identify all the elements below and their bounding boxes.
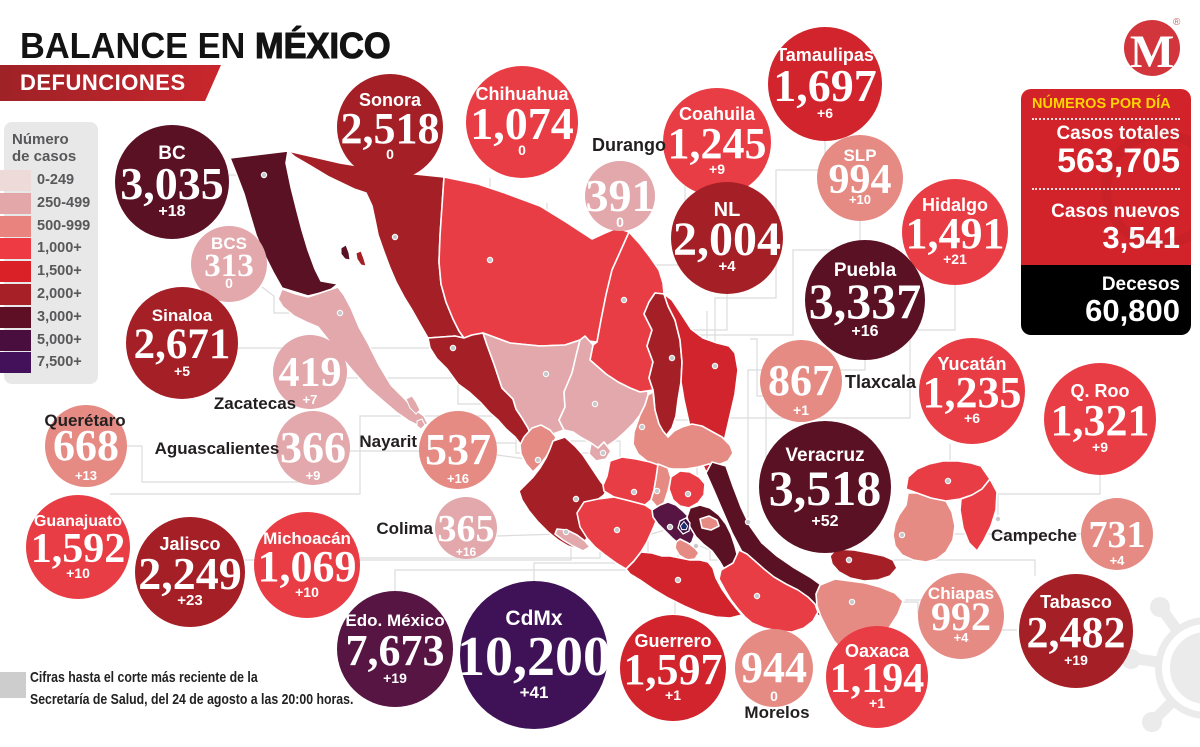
svg-text:+9: +9 — [306, 468, 321, 483]
svg-text:668: 668 — [53, 421, 119, 470]
svg-text:+13: +13 — [75, 468, 97, 483]
svg-text:Hidalgo: Hidalgo — [922, 195, 988, 215]
svg-text:CdMx: CdMx — [505, 607, 562, 630]
svg-text:1,235: 1,235 — [923, 368, 1022, 417]
svg-text:NL: NL — [714, 199, 741, 221]
svg-text:Guerrero: Guerrero — [634, 631, 711, 651]
svg-text:391: 391 — [586, 170, 655, 221]
svg-text:+7: +7 — [303, 392, 318, 407]
svg-text:1,069: 1,069 — [258, 542, 357, 591]
svg-text:Yucatán: Yucatán — [937, 354, 1006, 374]
svg-text:+16: +16 — [851, 323, 878, 340]
svg-text:+19: +19 — [1064, 652, 1088, 668]
svg-text:Tamaulipas: Tamaulipas — [776, 45, 874, 65]
svg-text:Chiapas: Chiapas — [928, 584, 994, 603]
svg-text:0: 0 — [225, 275, 233, 291]
svg-text:+52: +52 — [811, 513, 838, 530]
svg-text:+19: +19 — [383, 670, 407, 686]
svg-text:+1: +1 — [665, 687, 681, 703]
svg-text:1,194: 1,194 — [830, 656, 925, 702]
svg-text:+10: +10 — [66, 565, 90, 581]
svg-text:419: 419 — [279, 350, 342, 396]
svg-text:+18: +18 — [158, 203, 185, 220]
svg-text:+23: +23 — [177, 592, 202, 609]
svg-text:Aguascalientes: Aguascalientes — [155, 439, 280, 458]
svg-text:Campeche: Campeche — [991, 526, 1077, 545]
svg-text:3,337: 3,337 — [809, 273, 922, 329]
svg-text:867: 867 — [768, 356, 834, 405]
svg-text:+10: +10 — [849, 192, 871, 207]
svg-text:Jalisco: Jalisco — [159, 534, 220, 554]
svg-text:1,321: 1,321 — [1051, 396, 1150, 445]
svg-text:944: 944 — [741, 643, 807, 692]
svg-text:+9: +9 — [1092, 439, 1108, 455]
svg-text:537: 537 — [425, 425, 491, 474]
svg-text:1,245: 1,245 — [668, 119, 767, 168]
svg-text:Veracruz: Veracruz — [785, 445, 864, 466]
svg-text:+16: +16 — [447, 471, 469, 486]
svg-text:Puebla: Puebla — [834, 260, 897, 281]
svg-text:Sonora: Sonora — [359, 90, 422, 110]
svg-text:Zacatecas: Zacatecas — [214, 394, 296, 413]
svg-text:1,491: 1,491 — [906, 209, 1005, 258]
svg-text:BCS: BCS — [211, 234, 247, 253]
svg-text:3,035: 3,035 — [120, 158, 224, 209]
svg-text:+4: +4 — [718, 258, 736, 275]
svg-text:+9: +9 — [709, 161, 725, 177]
svg-text:Sinaloa: Sinaloa — [152, 306, 213, 325]
svg-text:+5: +5 — [174, 363, 190, 379]
svg-text:731: 731 — [1089, 514, 1146, 556]
svg-text:Chihuahua: Chihuahua — [476, 84, 570, 104]
svg-text:+6: +6 — [964, 410, 980, 426]
svg-text:Durango: Durango — [592, 135, 666, 155]
svg-text:Colima: Colima — [376, 519, 433, 538]
svg-text:Michoacán: Michoacán — [263, 529, 351, 548]
svg-text:1,597: 1,597 — [624, 645, 723, 694]
svg-text:313: 313 — [204, 248, 254, 284]
svg-text:2,482: 2,482 — [1027, 608, 1126, 657]
svg-text:Coahuila: Coahuila — [679, 104, 756, 124]
svg-text:+16: +16 — [456, 545, 477, 559]
svg-text:Morelos: Morelos — [744, 703, 809, 722]
svg-text:Nayarit: Nayarit — [359, 432, 417, 451]
svg-text:2,004: 2,004 — [673, 213, 781, 266]
svg-text:994: 994 — [829, 157, 892, 203]
svg-text:+6: +6 — [817, 105, 833, 121]
svg-text:Oaxaca: Oaxaca — [845, 641, 910, 661]
svg-text:0: 0 — [386, 146, 394, 162]
svg-text:Querétaro: Querétaro — [44, 411, 125, 430]
svg-text:992: 992 — [931, 594, 991, 639]
svg-text:0: 0 — [616, 214, 624, 230]
svg-text:+4: +4 — [1110, 553, 1126, 568]
svg-text:SLP: SLP — [843, 146, 876, 165]
svg-text:365: 365 — [438, 508, 495, 550]
svg-text:BC: BC — [158, 143, 186, 164]
svg-text:366: 366 — [280, 423, 346, 472]
svg-text:2,671: 2,671 — [134, 321, 231, 368]
svg-text:+1: +1 — [793, 402, 809, 418]
svg-text:Guanajuato: Guanajuato — [34, 513, 122, 530]
svg-text:1,074: 1,074 — [470, 98, 574, 149]
svg-text:7,673: 7,673 — [346, 626, 445, 675]
svg-text:Edo. México: Edo. México — [345, 611, 444, 630]
svg-text:+1: +1 — [869, 695, 885, 711]
svg-text:2,249: 2,249 — [138, 548, 242, 599]
svg-text:Tlaxcala: Tlaxcala — [845, 372, 917, 392]
svg-text:Tabasco: Tabasco — [1040, 592, 1112, 612]
svg-text:1,592: 1,592 — [31, 526, 126, 572]
svg-text:+4: +4 — [954, 630, 970, 645]
svg-text:+10: +10 — [295, 584, 319, 600]
svg-text:3,518: 3,518 — [769, 460, 882, 516]
svg-text:2,518: 2,518 — [341, 104, 440, 153]
svg-text:Q. Roo: Q. Roo — [1071, 381, 1130, 401]
svg-text:+41: +41 — [520, 683, 549, 702]
svg-text:10,200: 10,200 — [457, 626, 611, 688]
svg-text:0: 0 — [518, 142, 526, 158]
svg-text:0: 0 — [770, 688, 778, 704]
svg-text:1,697: 1,697 — [773, 60, 877, 111]
svg-text:+21: +21 — [943, 251, 967, 267]
